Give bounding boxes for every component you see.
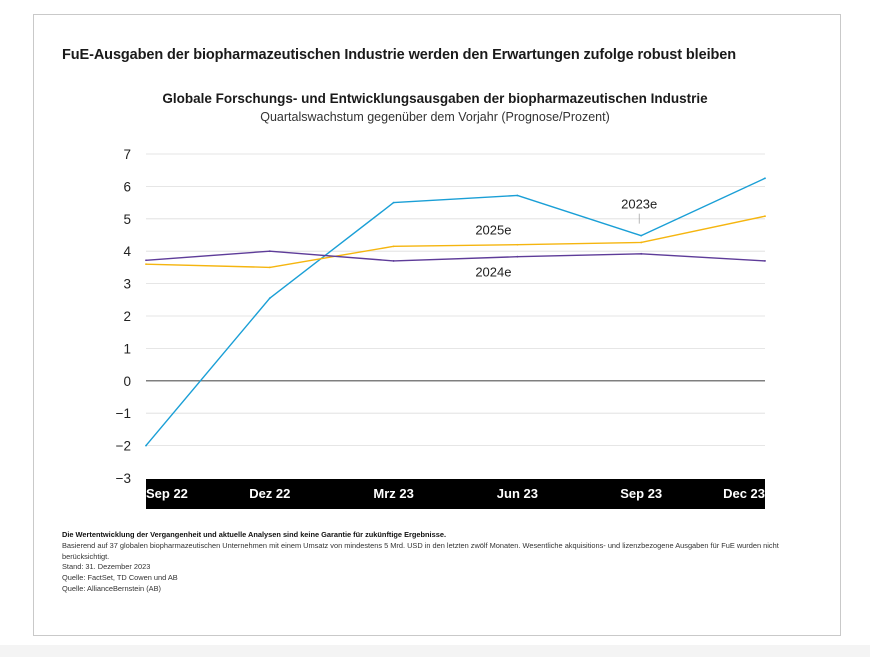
data-point-2025e xyxy=(145,263,147,266)
data-point-2024e xyxy=(392,260,395,262)
y-tick-label: 3 xyxy=(123,277,131,292)
y-tick-label: 0 xyxy=(123,374,131,389)
x-axis: Sep 22 Dez 22 Mrz 23 Jun 23 Sep 23 Dec 23 xyxy=(146,486,765,501)
chart-frame xyxy=(33,14,841,636)
data-point-2024e xyxy=(640,252,643,255)
data-point-2023e xyxy=(145,444,147,447)
x-tick-label: Dec 23 xyxy=(723,486,765,501)
data-point-2025e xyxy=(640,241,643,244)
data-point-2024e xyxy=(268,250,271,253)
data-point-2025e xyxy=(516,243,519,246)
data-point-2023e xyxy=(764,177,766,180)
y-tick-label: −2 xyxy=(116,439,131,454)
annotations: 2023e 2025e 2024e xyxy=(475,197,657,280)
y-tick-label: −3 xyxy=(116,471,131,486)
source-note-1: Quelle: FactSet, TD Cowen und AB xyxy=(62,573,178,583)
basis-note: Basierend auf 37 globalen biopharmazeuti… xyxy=(62,540,779,561)
data-point-2023e xyxy=(392,201,395,204)
series-line-2024e xyxy=(145,250,766,262)
series-line-2025e xyxy=(145,215,766,269)
y-tick-label: −1 xyxy=(116,406,131,421)
series xyxy=(145,177,766,447)
y-tick-label: 6 xyxy=(123,179,131,194)
series-label-2025e: 2025e xyxy=(475,223,511,238)
y-tick-label: 2 xyxy=(123,309,131,324)
data-point-2024e xyxy=(145,259,147,262)
x-tick-label: Mrz 23 xyxy=(373,486,413,501)
y-tick-label: 7 xyxy=(123,147,131,162)
data-point-2025e xyxy=(764,215,766,218)
series-label-2024e: 2024e xyxy=(475,265,511,280)
gridlines xyxy=(146,153,765,447)
y-tick-label: 1 xyxy=(123,341,131,356)
y-axis: 7 6 5 4 3 2 1 0 −1 −2 −3 xyxy=(116,147,132,486)
data-point-2023e xyxy=(640,234,643,237)
series-label-2023e: 2023e xyxy=(621,197,657,212)
data-point-2025e xyxy=(392,245,395,248)
x-axis-band xyxy=(146,479,765,509)
data-point-2023e xyxy=(516,194,519,197)
disclaimer-note: Die Wertentwicklung der Vergangenheit un… xyxy=(62,530,446,539)
x-tick-label: Sep 23 xyxy=(620,486,662,501)
series-line-2023e xyxy=(145,177,766,447)
chart-subtitle: Quartalswachstum gegenüber dem Vorjahr (… xyxy=(260,110,610,124)
data-point-2024e xyxy=(764,260,766,262)
y-tick-label: 4 xyxy=(123,244,131,259)
data-point-2023e xyxy=(268,297,271,300)
source-note-2: Quelle: AllianceBernstein (AB) xyxy=(62,583,162,593)
chart-title: Globale Forschungs- und Entwicklungsausg… xyxy=(162,91,708,106)
headline: FuE-Ausgaben der biopharmazeutischen Ind… xyxy=(62,47,736,63)
x-tick-label: Sep 22 xyxy=(146,486,188,501)
y-tick-label: 5 xyxy=(123,212,131,227)
footnotes: Die Wertentwicklung der Vergangenheit un… xyxy=(62,530,812,595)
data-point-2024e xyxy=(516,255,519,258)
data-point-2025e xyxy=(268,266,271,269)
x-tick-label: Jun 23 xyxy=(497,486,538,501)
bottom-band xyxy=(0,645,870,657)
date-note: Stand: 31. Dezember 2023 xyxy=(62,562,151,572)
x-tick-label: Dez 22 xyxy=(249,486,290,501)
